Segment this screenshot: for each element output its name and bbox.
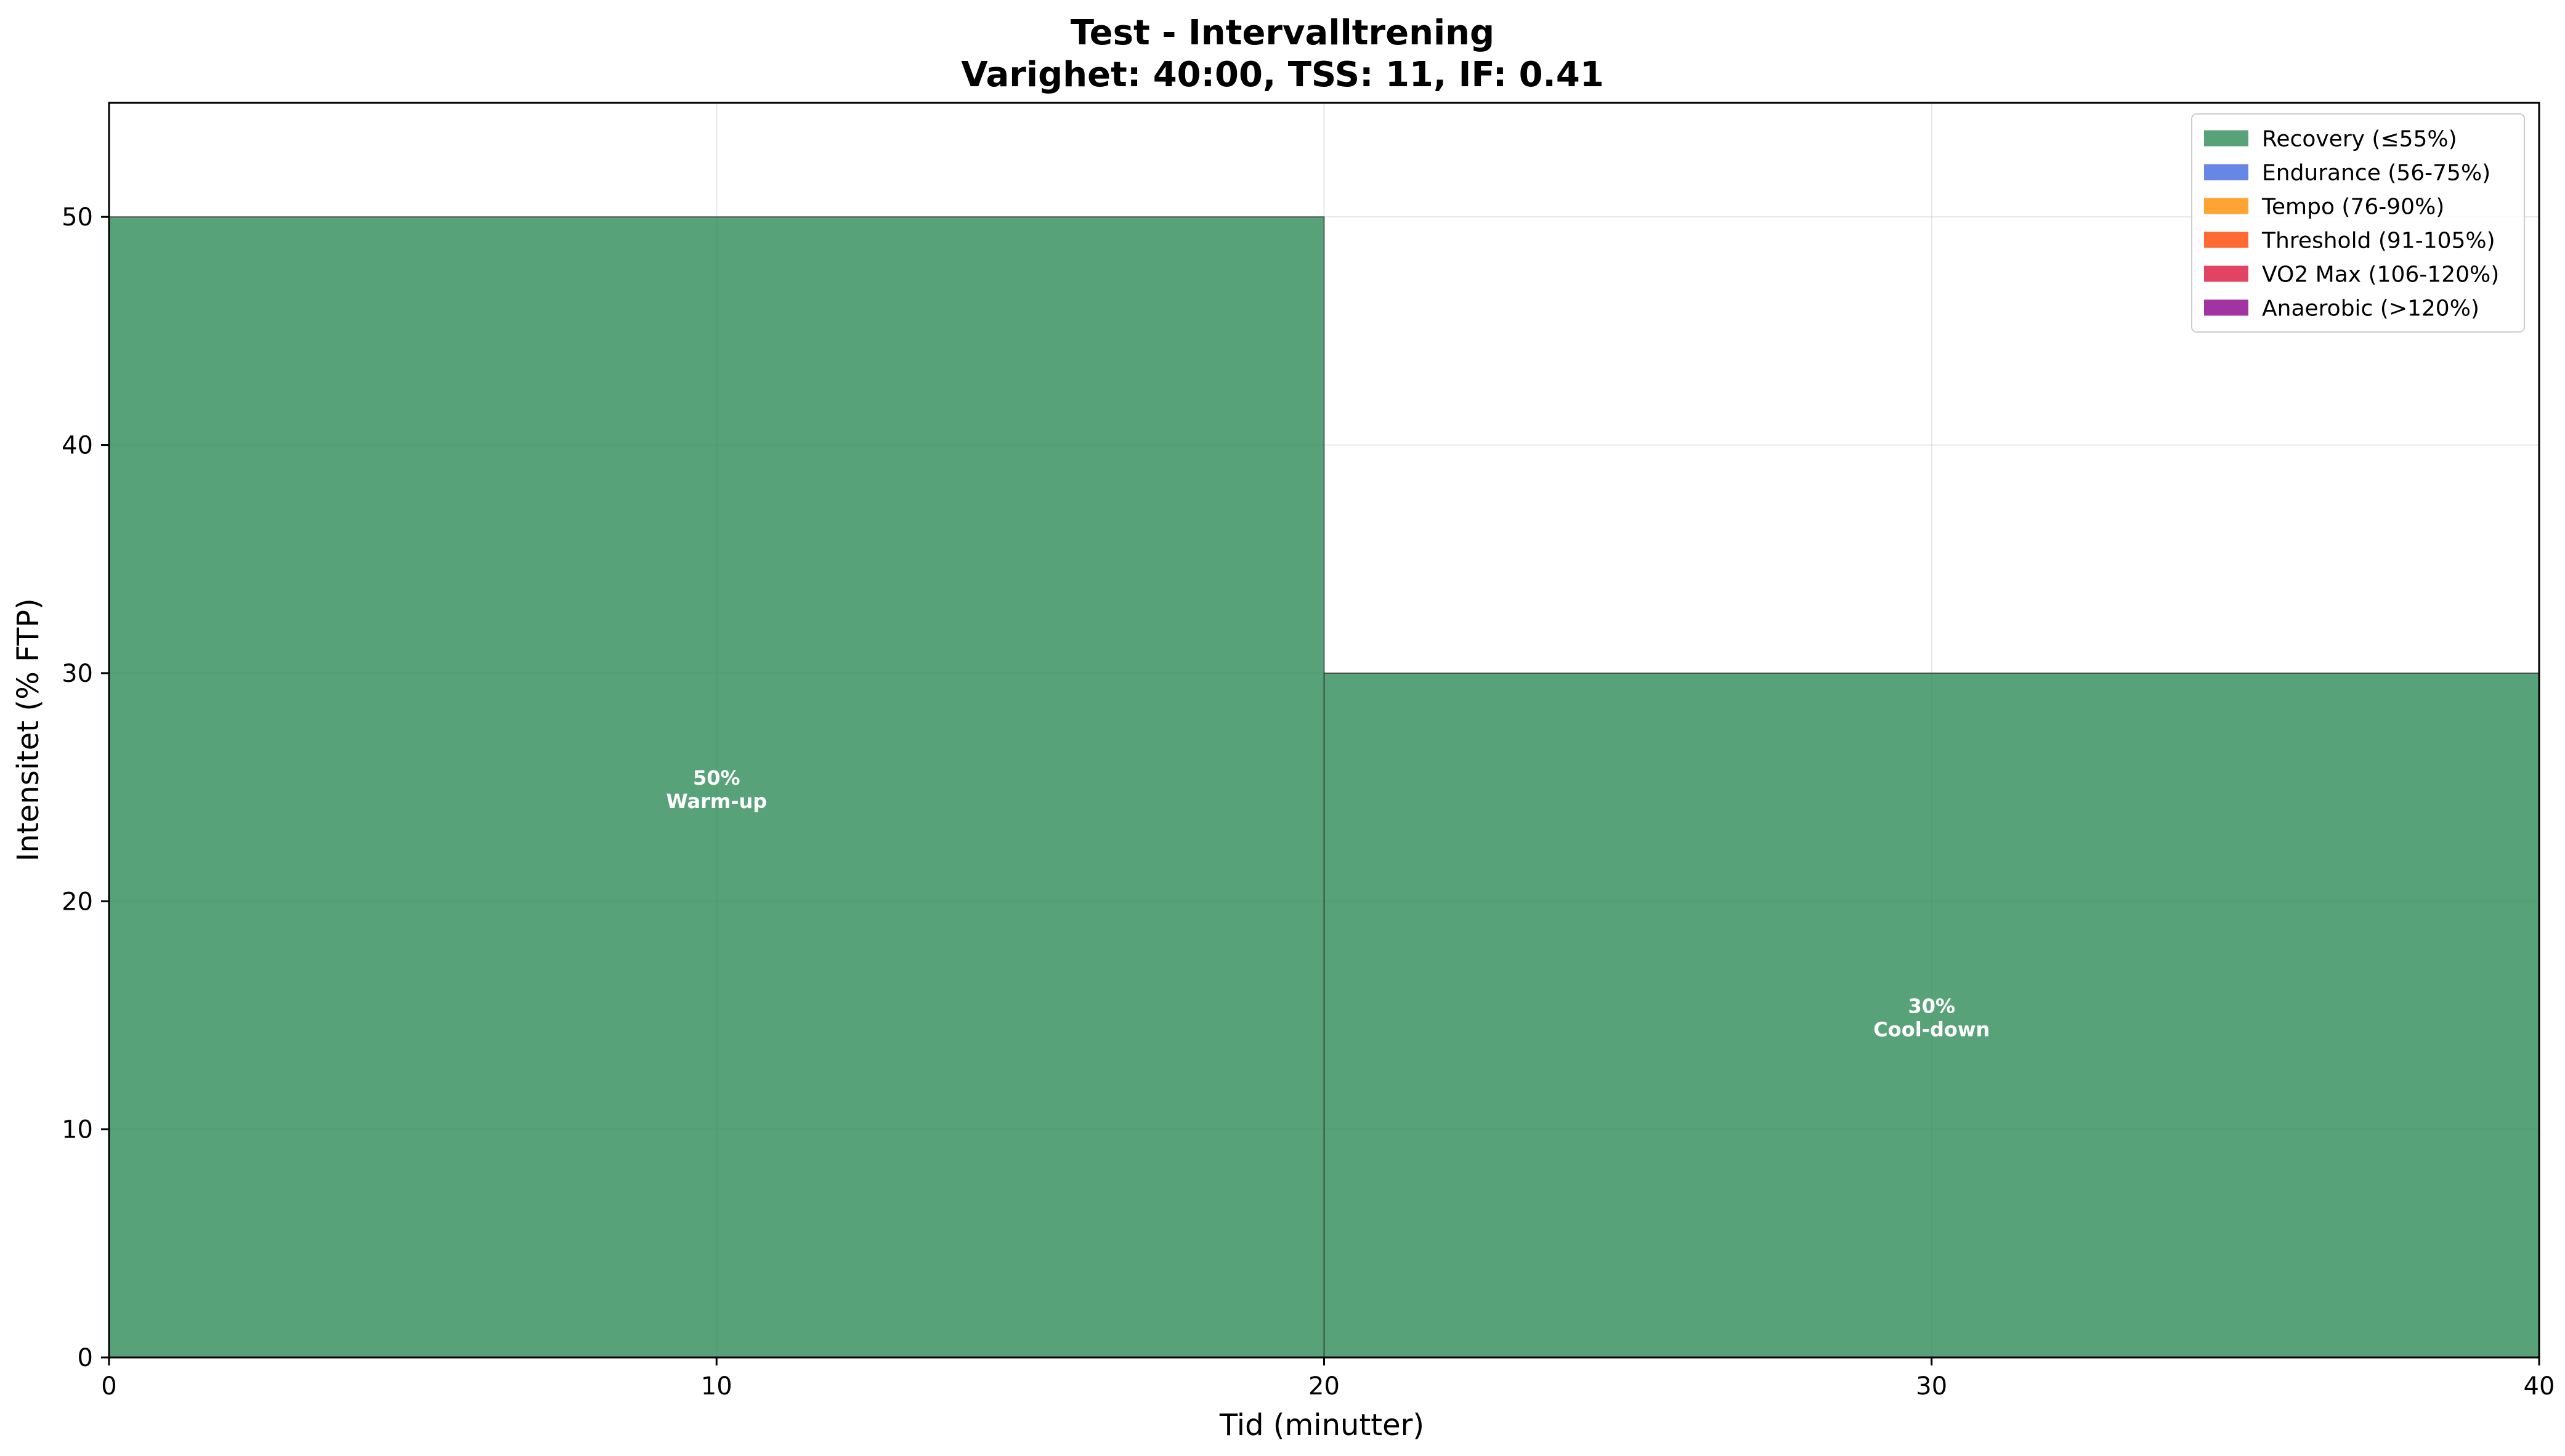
x-tick-label: 0 <box>101 1372 116 1401</box>
y-tick-label: 20 <box>62 888 93 916</box>
legend-swatch <box>2204 299 2248 316</box>
segment-labels: 50%Warm-up 30%Cool-down <box>666 766 1990 1041</box>
x-axis-label: Tid (minutter) <box>1219 1408 1424 1442</box>
legend-entry: Tempo (76-90%) <box>2261 195 2444 220</box>
legend-entry: Recovery (≤55%) <box>2262 127 2457 152</box>
segment-name-label: Cool-down <box>1873 1017 1990 1041</box>
segment-name-label: Warm-up <box>666 790 767 813</box>
segment-value-label: 50% <box>693 766 740 790</box>
legend-box <box>2191 113 2525 333</box>
legend-entry: Anaerobic (>120%) <box>2262 296 2479 322</box>
legend-swatch <box>2204 164 2248 180</box>
x-tick-label: 10 <box>701 1372 732 1401</box>
y-tick-label: 40 <box>62 432 93 460</box>
y-axis-label: Intensitet (% FTP) <box>11 598 46 861</box>
x-tick-label: 20 <box>1308 1372 1340 1401</box>
legend: Recovery (≤55%) Endurance (56-75%) Tempo (… <box>2191 113 2525 333</box>
y-tick-label: 10 <box>62 1116 93 1144</box>
axis-ticks: 0 10 20 30 40 0 10 20 30 40 50 <box>62 203 2555 1401</box>
legend-swatch <box>2204 130 2248 147</box>
legend-swatch <box>2204 198 2248 214</box>
segment-value-label: 30% <box>1908 994 1955 1017</box>
y-tick-label: 30 <box>62 660 93 688</box>
segment-bar <box>1323 673 2540 1358</box>
y-tick-label: 50 <box>62 203 93 232</box>
x-tick-label: 40 <box>2524 1372 2555 1401</box>
y-tick-label: 0 <box>78 1344 93 1372</box>
legend-entry: Threshold (91-105%) <box>2261 229 2495 254</box>
segment-bar <box>108 216 1325 1358</box>
chart-subtitle: Varighet: 40:00, TSS: 11, IF: 0.41 <box>961 55 1604 95</box>
legend-swatch <box>2204 232 2248 248</box>
legend-swatch <box>2204 265 2248 282</box>
legend-entry: Endurance (56-75%) <box>2262 161 2490 186</box>
chart-title: Test - Intervalltrening <box>1071 13 1494 53</box>
legend-entry: VO2 Max (106-120%) <box>2262 262 2499 288</box>
segment-bars <box>108 216 2540 1358</box>
x-tick-label: 30 <box>1916 1372 1947 1401</box>
